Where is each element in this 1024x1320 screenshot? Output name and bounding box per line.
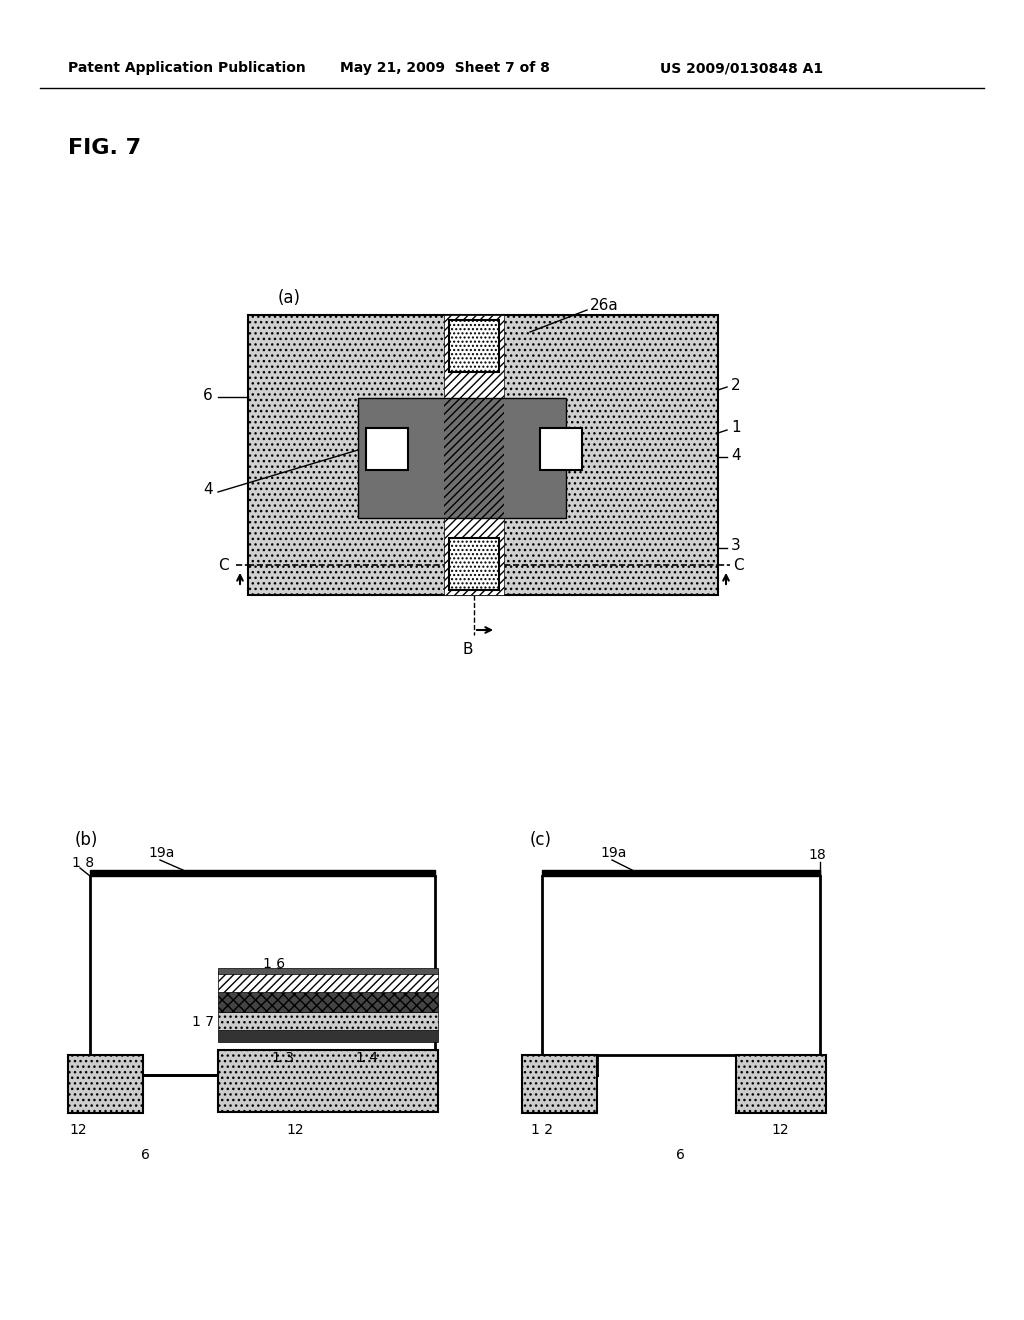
Text: 12: 12 xyxy=(70,1123,87,1137)
Text: (b): (b) xyxy=(75,832,98,849)
Text: 1 3: 1 3 xyxy=(272,1051,294,1065)
Text: 19a: 19a xyxy=(600,846,627,861)
Text: US 2009/0130848 A1: US 2009/0130848 A1 xyxy=(660,61,823,75)
Text: (c): (c) xyxy=(530,832,552,849)
Text: 12: 12 xyxy=(771,1123,788,1137)
Text: 3: 3 xyxy=(731,537,741,553)
Text: 1 4: 1 4 xyxy=(356,1051,378,1065)
Bar xyxy=(218,1012,438,1030)
Text: May 21, 2009  Sheet 7 of 8: May 21, 2009 Sheet 7 of 8 xyxy=(340,61,550,75)
Bar xyxy=(444,315,504,595)
Text: 1: 1 xyxy=(731,421,740,436)
Text: 26a: 26a xyxy=(590,297,618,313)
Text: 2: 2 xyxy=(731,378,740,392)
Text: B: B xyxy=(368,418,376,428)
Bar xyxy=(358,399,566,517)
Bar xyxy=(68,1055,143,1113)
Text: 6: 6 xyxy=(676,1148,684,1162)
Text: B: B xyxy=(463,643,473,657)
Text: 4: 4 xyxy=(731,447,740,462)
Text: 4: 4 xyxy=(203,483,213,498)
Bar xyxy=(540,428,582,470)
Text: 18: 18 xyxy=(808,847,825,862)
Text: 1 5: 1 5 xyxy=(388,972,410,985)
Text: FIG. 7: FIG. 7 xyxy=(68,139,141,158)
Text: (a): (a) xyxy=(278,289,301,308)
Text: 1 7: 1 7 xyxy=(193,1015,214,1030)
Text: 12: 12 xyxy=(286,1123,304,1137)
Bar xyxy=(449,319,499,372)
Bar xyxy=(248,315,718,595)
Bar xyxy=(218,993,438,1012)
Bar xyxy=(218,1049,438,1111)
Bar xyxy=(542,870,820,876)
Bar xyxy=(90,870,435,876)
Bar xyxy=(218,1030,438,1041)
Text: Patent Application Publication: Patent Application Publication xyxy=(68,61,306,75)
Text: 1 2: 1 2 xyxy=(531,1123,553,1137)
Bar xyxy=(218,968,438,974)
Text: 19a: 19a xyxy=(148,846,174,861)
Bar xyxy=(736,1055,826,1113)
Bar xyxy=(522,1055,597,1113)
Text: 6: 6 xyxy=(140,1148,150,1162)
Text: 1 8: 1 8 xyxy=(72,855,94,870)
Text: C: C xyxy=(218,557,228,573)
Text: 6: 6 xyxy=(203,388,213,403)
Bar xyxy=(444,399,504,517)
Bar xyxy=(449,539,499,590)
Bar xyxy=(366,428,408,470)
Text: 1 6: 1 6 xyxy=(263,957,285,972)
Text: C: C xyxy=(733,557,743,573)
Bar xyxy=(218,972,438,993)
